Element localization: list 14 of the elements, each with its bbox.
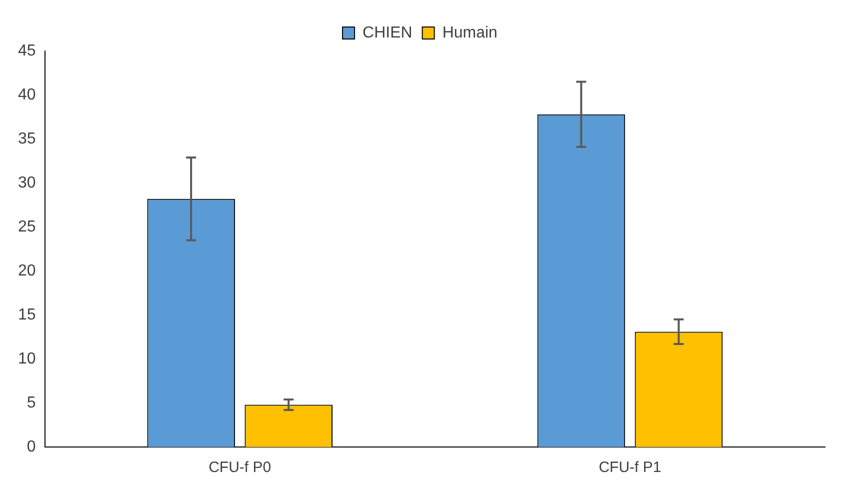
legend-label: Humain	[442, 24, 498, 42]
y-tick-label: 30	[18, 174, 36, 192]
y-tick-label: 45	[18, 42, 36, 60]
y-tick-label: 25	[18, 218, 36, 236]
x-tick-label: CFU-f P1	[598, 459, 662, 476]
y-tick-label: 40	[18, 86, 36, 104]
y-tick-label: 15	[18, 306, 36, 324]
x-tick-label: CFU-f P0	[208, 459, 272, 476]
legend-label: CHIEN	[362, 24, 412, 42]
y-tick-label: 5	[26, 394, 36, 412]
y-tick-label: 10	[18, 350, 36, 368]
y-tick-label: 0	[26, 438, 36, 456]
y-tick-label: 20	[18, 262, 36, 280]
y-tick-label: 35	[18, 130, 36, 148]
